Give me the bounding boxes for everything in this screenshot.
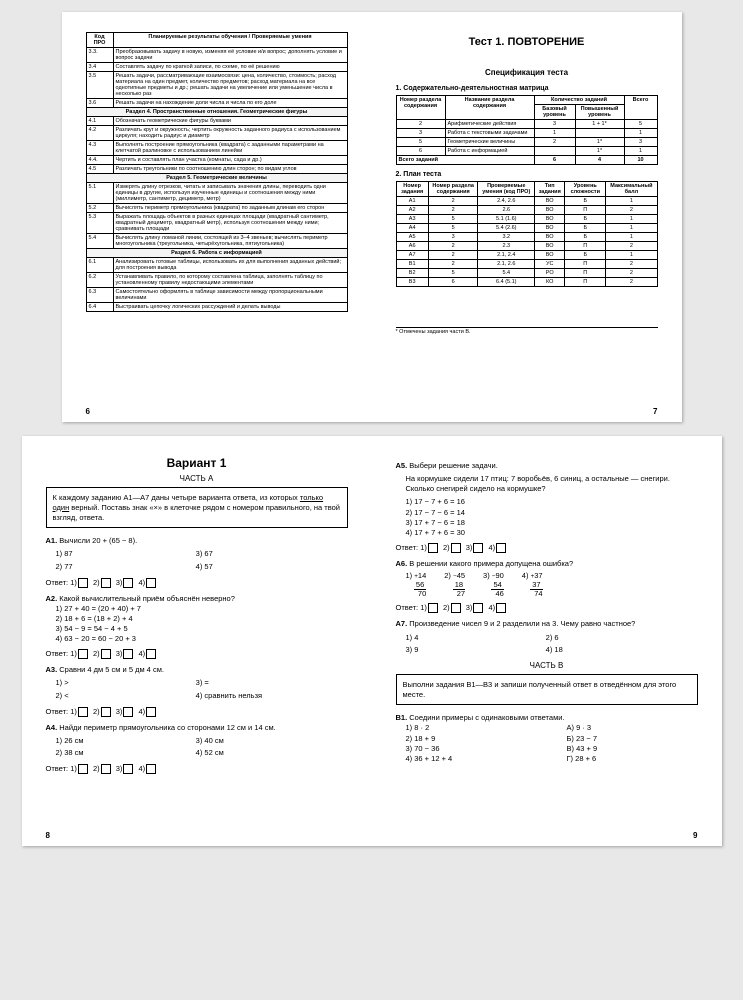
answer-box[interactable] <box>123 649 133 659</box>
spread-8-9: Вариант 1 ЧАСТЬ А К каждому заданию А1—А… <box>22 436 722 846</box>
calc-column: 4) +373774 <box>522 572 543 598</box>
plan-heading: 2. План теста <box>396 171 658 178</box>
option: 3) 67 <box>196 549 336 559</box>
calc-column: 2) −451827 <box>444 572 465 598</box>
section-6: Раздел 6. Работа с информацией <box>86 249 347 258</box>
page-7: Тест 1. ПОВТОРЕНИЕ Спецификация теста 1.… <box>372 12 682 422</box>
option: 3) 54 − 9 = 54 − 4 + 5 <box>56 624 348 634</box>
option: 1) 17 − 7 + 6 = 16 <box>406 497 698 507</box>
option: 4) сравнить нельзя <box>196 691 336 701</box>
variant-title: Вариант 1 <box>46 456 348 470</box>
option: 1) 4 <box>406 633 546 643</box>
col-skill: Планируемые результаты обучения / Провер… <box>113 33 347 48</box>
section-5: Раздел 5. Геометрические величины <box>86 174 347 183</box>
answer-a3: Ответ: 1) 2) 3) 4) <box>46 707 348 717</box>
option: 2) 18 + 6 = (18 + 2) + 4 <box>56 614 348 624</box>
page-number: 8 <box>46 831 50 840</box>
spec-heading: Спецификация теста <box>396 68 658 77</box>
answer-box[interactable] <box>78 649 88 659</box>
spread-6-7: Код ПРО Планируемые результаты обучения … <box>62 12 682 422</box>
answer-a1: Ответ: 1) 2) 3) 4) <box>46 578 348 588</box>
answer-box[interactable] <box>146 764 156 774</box>
matrix-heading: 1. Содержательно-деятельностная матрица <box>396 85 658 92</box>
answer-box[interactable] <box>78 707 88 717</box>
page-number: 9 <box>693 831 697 840</box>
part-a-label: ЧАСТЬ А <box>46 474 348 483</box>
option: 2) 17 − 7 − 6 = 14 <box>406 508 698 518</box>
answer-box[interactable] <box>451 543 461 553</box>
option: 1) 27 + 40 = (20 + 40) + 7 <box>56 604 348 614</box>
option: 2) 38 см <box>56 748 196 758</box>
answer-box[interactable] <box>146 707 156 717</box>
option: 2) 6 <box>546 633 686 643</box>
answer-box[interactable] <box>123 764 133 774</box>
page-9: А5. Выбери решение задачи. На кормушке с… <box>372 436 722 846</box>
answer-box[interactable] <box>123 707 133 717</box>
option: 4) 18 <box>546 645 686 655</box>
plan-table: Номер заданияНомер раздела содержанияПро… <box>396 181 658 287</box>
answer-box[interactable] <box>451 603 461 613</box>
test-title: Тест 1. ПОВТОРЕНИЕ <box>396 36 658 48</box>
footnote: * Отмечены задания части В. <box>396 327 658 335</box>
answer-box[interactable] <box>101 578 111 588</box>
instructions-a: К каждому заданию А1—А7 даны четыре вари… <box>46 487 348 528</box>
option: 2) < <box>56 691 196 701</box>
option: 4) 57 <box>196 562 336 572</box>
skills-table: Код ПРО Планируемые результаты обучения … <box>86 32 348 312</box>
answer-box[interactable] <box>78 578 88 588</box>
answer-a4: Ответ: 1) 2) 3) 4) <box>46 764 348 774</box>
q-a4: А4. Найди периметр прямоугольника со сто… <box>46 723 348 759</box>
page-8: Вариант 1 ЧАСТЬ А К каждому заданию А1—А… <box>22 436 372 846</box>
q-a6: А6. В решении какого примера допущена ош… <box>396 559 698 599</box>
option: 3) 17 + 7 − 6 = 18 <box>406 518 698 528</box>
section-4: Раздел 4. Пространственные отношения. Ге… <box>86 108 347 117</box>
page-number: 7 <box>653 407 657 416</box>
answer-a5: Ответ: 1) 2) 3) 4) <box>396 543 698 553</box>
answer-box[interactable] <box>101 649 111 659</box>
option: 3) 9 <box>406 645 546 655</box>
answer-a2: Ответ: 1) 2) 3) 4) <box>46 649 348 659</box>
matrix-table: Номер раздела содержания Название раздел… <box>396 95 658 165</box>
option: 1) > <box>56 678 196 688</box>
q-a2: А2. Какой вычислительный приём объяснён … <box>46 594 348 645</box>
part-b-label: ЧАСТЬ В <box>396 661 698 670</box>
q-a5: А5. Выбери решение задачи. На кормушке с… <box>396 461 698 538</box>
option: 1) 26 см <box>56 736 196 746</box>
option: 4) 52 см <box>196 748 336 758</box>
answer-box[interactable] <box>123 578 133 588</box>
answer-box[interactable] <box>101 707 111 717</box>
option: 2) 77 <box>56 562 196 572</box>
answer-box[interactable] <box>496 603 506 613</box>
answer-box[interactable] <box>473 543 483 553</box>
q-a3: А3. Сравни 4 дм 5 см и 5 дм 4 см. 1) >3)… <box>46 665 348 701</box>
option: 3) 40 см <box>196 736 336 746</box>
option: 4) 17 + 7 + 6 = 30 <box>406 528 698 538</box>
answer-box[interactable] <box>496 543 506 553</box>
answer-box[interactable] <box>428 543 438 553</box>
answer-box[interactable] <box>428 603 438 613</box>
answer-a6: Ответ: 1) 2) 3) 4) <box>396 603 698 613</box>
option: 1) 87 <box>56 549 196 559</box>
answer-box[interactable] <box>78 764 88 774</box>
instructions-b: Выполни задания В1—В3 и запиши полученны… <box>396 674 698 706</box>
page-number: 6 <box>86 407 90 416</box>
calc-column: 1) +145670 <box>406 572 427 598</box>
q-a7: А7. Произведение чисел 9 и 2 разделили н… <box>396 619 698 655</box>
option: 3) = <box>196 678 336 688</box>
answer-box[interactable] <box>146 649 156 659</box>
option: 4) 63 − 20 = 60 − 20 + 3 <box>56 634 348 644</box>
answer-box[interactable] <box>101 764 111 774</box>
q-a1: А1. Вычисли 20 + (65 − 8). 1) 873) 672) … <box>46 536 348 572</box>
answer-box[interactable] <box>473 603 483 613</box>
page-6: Код ПРО Планируемые результаты обучения … <box>62 12 372 422</box>
calc-column: 3) −905446 <box>483 572 504 598</box>
answer-box[interactable] <box>146 578 156 588</box>
col-code: Код ПРО <box>86 33 113 48</box>
q-b1: В1. Соедини примеры с одинаковыми ответа… <box>396 713 698 764</box>
